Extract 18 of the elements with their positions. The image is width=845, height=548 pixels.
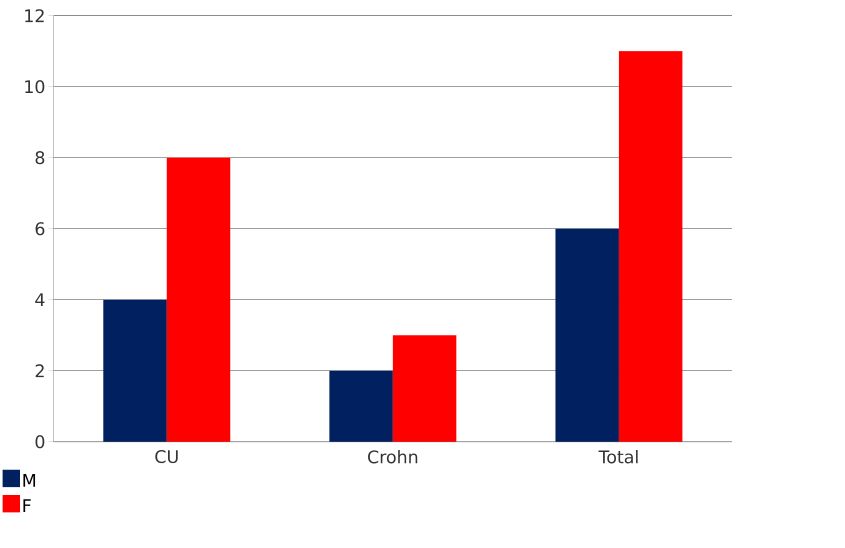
y-tick-label: 8 [36, 151, 44, 164]
bar [555, 228, 619, 442]
y-tick-label: 12 [25, 9, 44, 22]
y-tick-label: 4 [35, 293, 44, 306]
x-tick-label: CU [155, 450, 178, 464]
y-tick-label: 2 [36, 364, 44, 378]
bar [103, 300, 167, 442]
bar [329, 370, 393, 442]
legend-label: F [23, 499, 31, 512]
bar [392, 335, 456, 442]
y-tick-label: 6 [36, 222, 44, 236]
x-tick-label: Total [598, 450, 638, 464]
bar [618, 51, 682, 442]
y-tick-label: 0 [36, 435, 44, 448]
y-tick-label: 10 [25, 80, 44, 94]
x-tick-label: Crohn [368, 450, 418, 464]
bar [166, 158, 230, 442]
legend-label: M [23, 474, 36, 487]
